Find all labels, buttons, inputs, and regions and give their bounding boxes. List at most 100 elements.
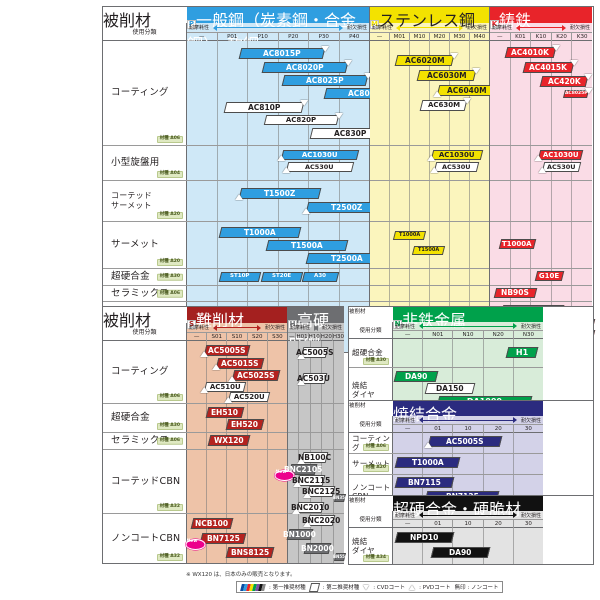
grade-chip[interactable]: AC6040M — [432, 85, 497, 97]
grade-chip[interactable]: AC8025P — [563, 88, 594, 98]
grade-chip[interactable]: AC630M — [419, 98, 472, 111]
grade-chip[interactable]: AC5005S — [296, 347, 333, 359]
grade-chip[interactable]: AC530U — [282, 162, 354, 173]
grade-chip[interactable]: AC5025S — [228, 370, 281, 382]
grade-chip[interactable]: AC530U — [538, 162, 581, 173]
grade-chip[interactable]: AC1030U — [427, 150, 484, 161]
grade-chip[interactable]: NB90S — [493, 288, 538, 298]
grade-row: EH510 EH520 — [187, 404, 287, 433]
grade-chip[interactable]: BNC2010 — [291, 502, 329, 514]
pvd-coating-icon — [200, 351, 209, 357]
grade-row: AC5005S AC5015S AC5025S AC510U AC520U — [187, 341, 287, 404]
grade-chip[interactable]: AC6020M — [394, 53, 459, 66]
grade-chip[interactable]: AC5015S — [212, 358, 265, 370]
grade-chip[interactable]: BNC2020 — [302, 515, 340, 527]
grade-chip[interactable]: AC5005S — [424, 436, 503, 448]
grade-chip[interactable]: T1000A — [498, 239, 537, 249]
grade-row: T1000A T1500A — [370, 222, 489, 269]
grade-chip[interactable]: EH520 — [225, 419, 265, 430]
section-title[interactable]: N非鉄金属 — [393, 307, 543, 330]
section-title[interactable]: 超硬合金・硬脆材 — [393, 496, 543, 519]
page-ref-badge[interactable]: 材種 A20 — [156, 211, 183, 219]
grade-chip[interactable]: AC8020P — [262, 60, 353, 73]
grade-chip[interactable]: A30 — [302, 272, 340, 282]
page-ref-badge[interactable]: 材種 A06 — [156, 135, 183, 143]
grade-chip[interactable]: AC503U — [297, 373, 330, 385]
grade-chip[interactable]: NB100C — [297, 452, 331, 464]
grade-chip[interactable]: ST20E — [260, 272, 303, 282]
grade-chip-label: AC8025P — [306, 75, 345, 85]
page-ref-badge[interactable]: 材種 A32 — [156, 553, 183, 561]
grade-chip[interactable]: BN1000 — [283, 529, 316, 540]
grade-chip[interactable]: T1000A — [394, 457, 461, 468]
grade-chip[interactable]: AC510U — [200, 382, 247, 393]
page-ref-badge[interactable]: 材種 A04 — [156, 170, 183, 178]
grade-chip-label: BN7115 — [408, 477, 441, 487]
grade-chip[interactable]: EH510 — [205, 407, 245, 418]
grade-chip[interactable]: T1000A — [218, 227, 302, 238]
category-row: 小型旋盤用 材種 A04 — [103, 146, 187, 181]
page-ref-badge[interactable]: 材種 A06 — [156, 437, 183, 445]
grade-chip[interactable]: ST10P — [218, 272, 262, 282]
section-title[interactable]: S 難削材 — [187, 307, 287, 330]
grade-chip[interactable]: DA150 — [424, 383, 476, 394]
section-title[interactable]: K 鋳鉄 — [490, 7, 592, 30]
grade-chip[interactable]: T1000A — [392, 231, 426, 240]
grade-chip-label: ST20E — [272, 273, 292, 280]
grade-chip[interactable]: BN2000 — [301, 543, 334, 554]
axis-left-label: 耐摩耗性 — [395, 512, 416, 519]
grade-chip-label: AC420K — [547, 76, 581, 86]
grade-chip[interactable]: H1 — [505, 347, 539, 358]
grade-row: H1 — [393, 339, 543, 368]
section-title[interactable]: H高硬度鋼 — [288, 307, 344, 354]
grade-chip[interactable]: BN7115 — [394, 477, 455, 488]
grade-chip[interactable]: BNC2125 — [302, 486, 340, 498]
grade-chip[interactable]: BN550 — [333, 553, 347, 561]
grade-chip[interactable]: T1500A — [411, 246, 445, 255]
grade-chip[interactable]: AC820P — [264, 113, 344, 125]
grade-chip[interactable]: BNC2115 — [292, 475, 330, 487]
iso-code-box: P — [187, 20, 196, 29]
page-ref-badge[interactable]: 材種 A20 — [156, 258, 183, 266]
grade-chip[interactable]: AC530U — [430, 162, 480, 173]
grade-chip[interactable]: AC4010K — [504, 45, 561, 58]
grade-chip[interactable]: AC1030U — [276, 150, 360, 161]
grade-chip[interactable]: T1500Z — [234, 188, 322, 200]
grade-chip[interactable]: AC1030U — [534, 150, 584, 161]
axis-ticks: —01 10 20 30 — [393, 519, 544, 528]
grade-chip[interactable]: AC5005S — [200, 345, 251, 357]
axis-right-label: 耐欠損性 — [321, 325, 342, 331]
grade-chip[interactable]: G10E — [534, 271, 564, 281]
grade-chip[interactable]: AC420K — [539, 74, 593, 87]
grade-chip[interactable]: NPD10 — [394, 532, 455, 543]
grade-chip[interactable]: T1500A — [265, 240, 349, 251]
grade-chip[interactable]: WX120 — [207, 435, 251, 446]
grade-chip[interactable]: BN350 — [333, 494, 347, 502]
page-ref-badge[interactable]: 材種 A30 — [156, 273, 183, 281]
grade-chip[interactable]: New BNC2105 — [274, 464, 322, 481]
page-ref-badge[interactable]: 材種 A32 — [156, 503, 183, 511]
grade-chip-label: AC8020P — [286, 62, 325, 72]
grade-chip[interactable]: DA90 — [393, 371, 438, 382]
grade-chip[interactable]: AC8025P — [282, 73, 373, 86]
grade-chip[interactable]: BNS8125 — [225, 547, 275, 558]
page-ref-badge[interactable]: 材種 A06 — [156, 393, 183, 401]
grade-chip[interactable]: AC6030M — [416, 68, 480, 81]
grade-chip[interactable]: AC520U — [224, 392, 271, 403]
page-ref-badge[interactable]: 材種 A20 — [362, 464, 389, 472]
page-ref-badge[interactable]: 材種 A06 — [362, 443, 389, 451]
section-title[interactable]: 焼結合金 — [393, 401, 543, 424]
page-ref-badge[interactable]: 材種 A34 — [362, 554, 389, 562]
page-ref-badge[interactable]: 材種 A06 — [156, 289, 183, 298]
grade-chip[interactable]: NCB100 — [190, 518, 234, 529]
grade-chip[interactable]: AC810P — [223, 100, 309, 113]
section-title[interactable]: Mステンレス鋼 — [370, 7, 489, 30]
grade-chip-label: AC5005S — [295, 347, 334, 357]
page-ref-badge[interactable]: 材種 A30 — [362, 357, 389, 365]
page-ref-badge[interactable]: 材種 A30 — [156, 422, 183, 430]
grade-chip[interactable]: AC8015P — [238, 46, 329, 59]
grade-chip[interactable]: DA90 — [430, 547, 491, 558]
grade-chip[interactable]: AC4015K — [522, 60, 578, 73]
